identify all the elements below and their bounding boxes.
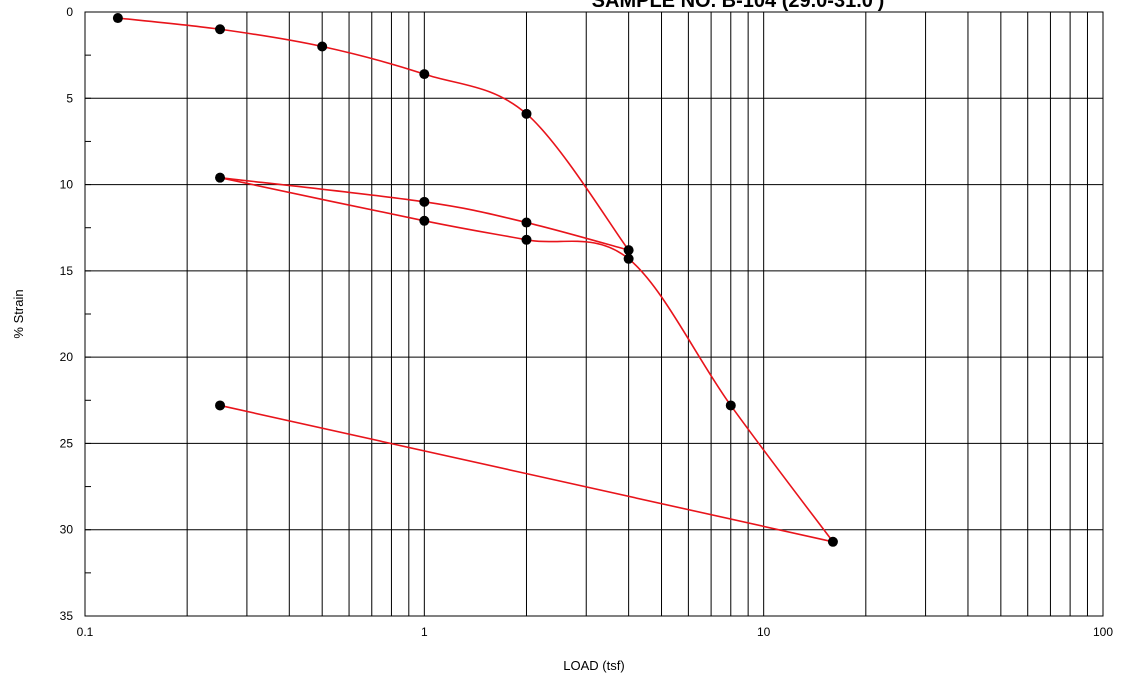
- y-tick-label: 15: [60, 264, 74, 278]
- x-tick-label: 10: [757, 625, 771, 639]
- y-tick-label: 20: [60, 350, 74, 364]
- data-point: [317, 41, 328, 52]
- strain-curve: [219, 176, 834, 543]
- data-point: [521, 234, 532, 245]
- strain-curve: [219, 404, 834, 543]
- strain-curve: [117, 17, 630, 251]
- y-tick-label: 10: [60, 178, 74, 192]
- y-tick-label: 0: [66, 5, 73, 19]
- data-point: [419, 215, 430, 226]
- chart-title: SAMPLE NO. B-104 (29.0-31.0'): [592, 0, 885, 12]
- data-point: [623, 245, 634, 256]
- data-point: [725, 400, 736, 411]
- data-point: [623, 253, 634, 264]
- data-point: [521, 217, 532, 228]
- data-point: [215, 24, 226, 35]
- plot-frame: [84, 11, 1104, 617]
- x-tick-label: 0.1: [77, 625, 94, 639]
- y-tick-labels: 0 5 10 15 20 25 30 35: [60, 5, 74, 623]
- data-points-group: [112, 13, 838, 547]
- y-axis-label: % Strain: [11, 289, 26, 338]
- y-tick-label: 5: [66, 91, 73, 105]
- y-tick-label: 25: [60, 436, 74, 450]
- data-point: [521, 108, 532, 119]
- data-point: [215, 172, 226, 183]
- grid-lines: [85, 11, 1103, 617]
- data-point: [419, 69, 430, 80]
- x-tick-labels: 0.1 1 10 100: [77, 625, 1114, 639]
- data-point: [827, 536, 838, 547]
- data-point: [215, 400, 226, 411]
- x-tick-label: 100: [1093, 625, 1113, 639]
- data-point: [112, 13, 123, 24]
- strain-curve-group: [117, 17, 834, 543]
- data-point: [419, 196, 430, 207]
- y-tick-label: 35: [60, 609, 74, 623]
- x-tick-label: 1: [421, 625, 428, 639]
- x-axis-label: LOAD (tsf): [563, 658, 624, 673]
- y-tick-label: 30: [60, 523, 74, 537]
- strain-curve: [219, 176, 629, 251]
